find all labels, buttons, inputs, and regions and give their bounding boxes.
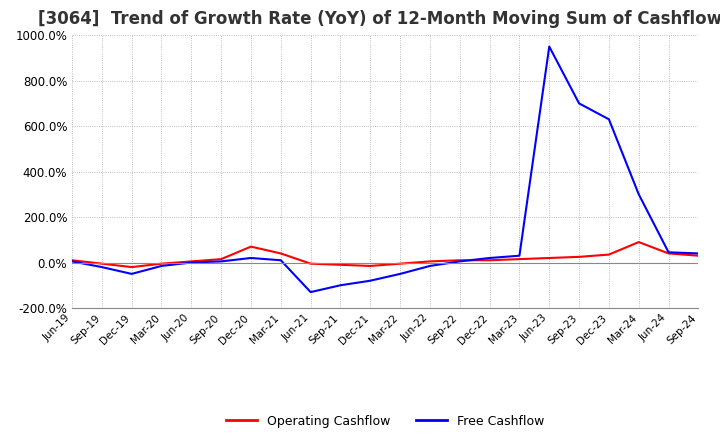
Free Cashflow (366, 278, 374, 283)
Free Cashflow (694, 251, 703, 256)
Free Cashflow (605, 117, 613, 122)
Free Cashflow (97, 264, 106, 270)
Free Cashflow (157, 263, 166, 268)
Operating Cashflow (336, 262, 345, 268)
Free Cashflow (217, 259, 225, 264)
Free Cashflow (396, 271, 405, 276)
Operating Cashflow (157, 261, 166, 266)
Operating Cashflow (68, 257, 76, 263)
Operating Cashflow (485, 257, 494, 263)
Operating Cashflow (187, 259, 196, 264)
Operating Cashflow (634, 239, 643, 245)
Line: Free Cashflow: Free Cashflow (72, 47, 698, 292)
Operating Cashflow (366, 263, 374, 268)
Operating Cashflow (127, 264, 136, 270)
Free Cashflow (575, 101, 583, 106)
Free Cashflow (634, 192, 643, 197)
Free Cashflow (426, 263, 434, 268)
Free Cashflow (127, 271, 136, 276)
Operating Cashflow (426, 259, 434, 264)
Free Cashflow (336, 282, 345, 288)
Free Cashflow (187, 260, 196, 265)
Free Cashflow (545, 44, 554, 49)
Operating Cashflow (456, 257, 464, 263)
Operating Cashflow (605, 252, 613, 257)
Free Cashflow (68, 259, 76, 264)
Free Cashflow (247, 255, 256, 260)
Operating Cashflow (545, 255, 554, 260)
Operating Cashflow (247, 244, 256, 249)
Operating Cashflow (276, 251, 285, 256)
Legend: Operating Cashflow, Free Cashflow: Operating Cashflow, Free Cashflow (221, 410, 549, 433)
Line: Operating Cashflow: Operating Cashflow (72, 242, 698, 267)
Free Cashflow (276, 257, 285, 263)
Operating Cashflow (396, 261, 405, 266)
Operating Cashflow (515, 257, 523, 262)
Title: [3064]  Trend of Growth Rate (YoY) of 12-Month Moving Sum of Cashflows: [3064] Trend of Growth Rate (YoY) of 12-… (38, 10, 720, 28)
Operating Cashflow (665, 251, 673, 256)
Operating Cashflow (694, 253, 703, 258)
Free Cashflow (485, 255, 494, 260)
Operating Cashflow (575, 254, 583, 260)
Operating Cashflow (217, 257, 225, 262)
Free Cashflow (665, 249, 673, 255)
Operating Cashflow (97, 261, 106, 266)
Operating Cashflow (306, 261, 315, 266)
Free Cashflow (515, 253, 523, 258)
Free Cashflow (306, 290, 315, 295)
Free Cashflow (456, 259, 464, 264)
